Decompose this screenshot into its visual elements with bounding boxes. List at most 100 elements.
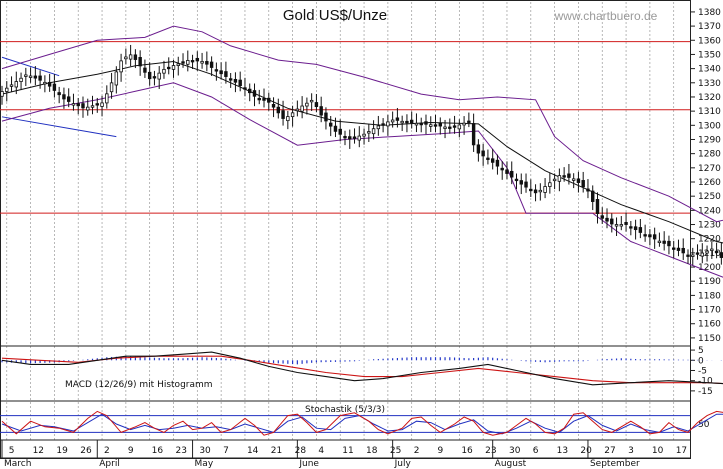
candle-body <box>133 54 138 60</box>
candle-body <box>343 136 347 139</box>
candle-body <box>409 119 414 124</box>
x-day-label: 18 <box>366 446 378 456</box>
x-day-label: 30 <box>199 446 211 456</box>
candle-body <box>581 180 585 188</box>
candle-body <box>543 186 547 193</box>
candle-body <box>95 103 99 106</box>
candle-body <box>138 57 142 67</box>
candle-body <box>200 61 204 64</box>
candle-body <box>128 54 133 60</box>
candle-body <box>357 135 362 141</box>
candle-body <box>624 221 628 225</box>
watermark: www.chartbuero.de <box>554 9 658 23</box>
x-day-label: 17 <box>676 446 687 456</box>
candle-body <box>81 103 85 109</box>
price-tick-label: 1340 <box>698 65 721 75</box>
price-tick-label: 1360 <box>698 36 721 46</box>
candle-body <box>252 90 257 97</box>
candle-body <box>652 234 657 240</box>
price-tick-label: 1320 <box>698 93 721 103</box>
candle-body <box>52 83 57 91</box>
candle-body <box>333 125 338 132</box>
x-day-label: 9 <box>438 446 444 456</box>
candle-body <box>238 79 242 87</box>
candle-body <box>186 60 190 65</box>
x-month-label: May <box>195 459 214 469</box>
x-day-label: 11 <box>342 446 353 456</box>
x-day-label: 7 <box>223 446 229 456</box>
candle-body <box>633 226 638 231</box>
candle-body <box>109 82 114 93</box>
x-day-label: 2 <box>414 446 420 456</box>
x-day-label: 2 <box>104 446 110 456</box>
candle-body <box>662 240 666 244</box>
candle-body <box>571 178 576 181</box>
upper-bollinger-band <box>1 25 723 223</box>
candle-body <box>419 122 423 126</box>
candle-body <box>119 60 123 73</box>
candle-body <box>400 120 404 124</box>
candle-body <box>438 122 442 127</box>
x-day-label: 5 <box>9 446 15 456</box>
candle-body <box>209 61 214 68</box>
x-axis: 5 12 19 26 2 9 16 23 30 7 14 21 28 4 11 18 25 2 9 16 23 30 6 13… <box>1 440 687 469</box>
candle-body <box>100 102 104 107</box>
candle-body <box>28 75 33 78</box>
macd-tick-label: -15 <box>698 387 713 397</box>
candle-body <box>467 120 471 123</box>
x-day-label: 30 <box>509 446 521 456</box>
candle-body <box>695 252 700 255</box>
candle-body <box>9 84 14 87</box>
x-day-label: 16 <box>461 446 473 456</box>
stoch-tick-label: 50 <box>698 420 710 430</box>
macd-line <box>1 351 723 386</box>
x-month-label: June <box>298 459 319 469</box>
price-tick-label: 1300 <box>698 121 721 131</box>
candle-body <box>495 159 500 167</box>
price-tick-label: 1220 <box>698 235 721 245</box>
candle-body <box>524 181 528 188</box>
candle-body <box>5 87 9 92</box>
price-tick-label: 1150 <box>698 334 721 344</box>
candle-body <box>348 136 352 140</box>
lower-bollinger-band <box>1 82 723 278</box>
candle-body <box>686 254 690 257</box>
candle-body <box>219 70 223 75</box>
candle-body <box>567 173 571 178</box>
price-tick-label: 1200 <box>698 263 721 273</box>
candle-body <box>714 250 719 254</box>
candle-body <box>591 190 595 202</box>
price-tick-label: 1190 <box>698 277 721 287</box>
x-day-label: 27 <box>604 446 615 456</box>
candle-body <box>552 178 557 182</box>
candle-body <box>476 144 481 154</box>
candle-body <box>157 72 161 80</box>
candle-body <box>214 69 219 72</box>
price-tick-label: 1230 <box>698 221 721 231</box>
candle-body <box>595 199 600 215</box>
x-day-label: 10 <box>652 446 664 456</box>
candle-body <box>490 158 495 163</box>
candle-body <box>667 240 671 247</box>
candle-body <box>429 124 433 127</box>
candle-body <box>657 240 662 244</box>
candle-body <box>457 124 462 130</box>
candle-body <box>500 167 504 171</box>
candle-body <box>371 128 376 135</box>
price-tick-label: 1370 <box>698 22 721 32</box>
candle-body <box>305 102 309 107</box>
candle-body <box>195 57 200 62</box>
candle-body <box>276 106 281 114</box>
candle-body <box>57 92 61 96</box>
x-day-label: 14 <box>247 446 259 456</box>
candle-body <box>38 75 42 81</box>
candle-body <box>367 131 371 134</box>
price-tick-label: 1240 <box>698 206 721 216</box>
candle-body <box>71 103 76 106</box>
candle-body <box>424 121 428 125</box>
candle-body <box>243 87 247 90</box>
candle-body <box>390 119 395 123</box>
candle-body <box>705 250 709 254</box>
candle-body <box>610 218 614 225</box>
candle-body <box>538 189 543 193</box>
